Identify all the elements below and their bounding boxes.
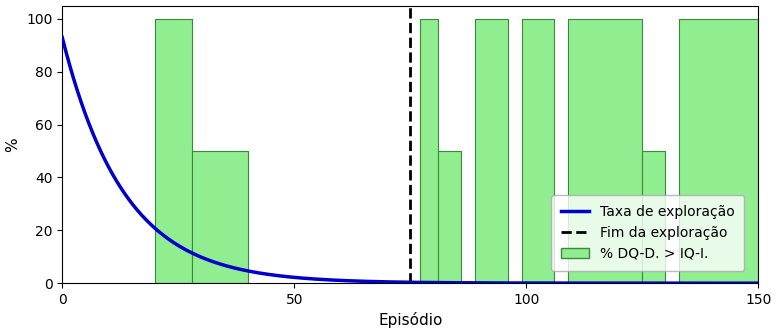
Legend: Taxa de exploração, Fim da exploração, % DQ-D. > IQ-I.: Taxa de exploração, Fim da exploração, %… — [551, 195, 744, 271]
X-axis label: Episódio: Episódio — [378, 312, 442, 328]
Y-axis label: %: % — [5, 137, 20, 152]
